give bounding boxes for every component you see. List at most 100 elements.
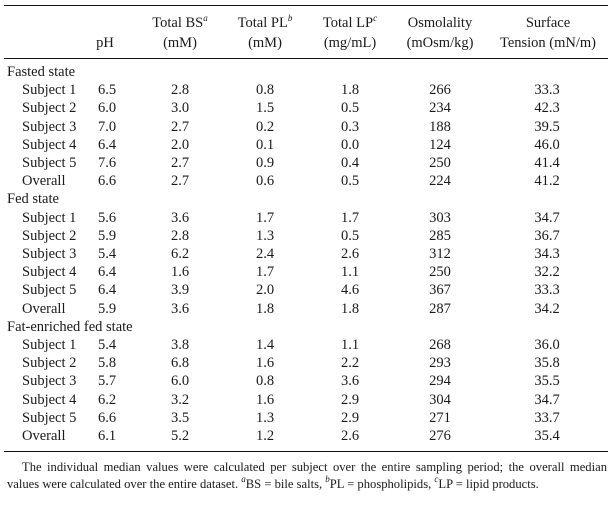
footnote-marker: a — [203, 13, 208, 23]
row-label: Subject 3 — [22, 118, 77, 135]
header-unit: (mg/mL) — [323, 35, 377, 51]
table-cell: 6.6 — [97, 409, 117, 426]
footnote-marker: b — [287, 13, 293, 23]
table-cell: 124 — [429, 136, 451, 153]
table-footnote: The individual median values were calcul… — [7, 459, 607, 492]
table-cell: 34.2 — [534, 300, 560, 317]
group-header-row: Fat-enriched fed state — [0, 318, 612, 336]
table-cell: 312 — [429, 246, 451, 262]
header-unit: (mOsm/kg) — [406, 35, 474, 51]
table-cell: 266 — [429, 82, 451, 99]
group-label: Fasted state — [7, 64, 76, 80]
table-cell: 35.8 — [534, 355, 560, 372]
table-row: Subject 4 6.2 3.2 1.6 2.9 304 34.7 — [0, 391, 612, 409]
table-cell: 41.2 — [534, 173, 560, 190]
table-cell: 4.6 — [340, 282, 360, 299]
table-cell: 1.1 — [340, 337, 360, 353]
table-cell: 0.5 — [340, 227, 360, 244]
row-label: Subject 1 — [22, 82, 77, 99]
footnote-marker: b — [325, 473, 330, 484]
table-cell: 42.3 — [534, 100, 560, 117]
table-cell: 39.5 — [534, 118, 560, 135]
table-cell: 6.2 — [97, 391, 117, 408]
table-cell: 1.6 — [170, 264, 190, 281]
table-row: Subject 5 7.6 2.7 0.9 0.4 250 41.4 — [0, 154, 612, 172]
bottom-rule — [4, 451, 608, 453]
table-cell: 1.7 — [255, 209, 275, 226]
header-rule — [4, 58, 608, 60]
table-row: Overall 5.9 3.6 1.8 1.8 287 34.2 — [0, 300, 612, 318]
table-cell: 0.0 — [340, 136, 360, 153]
table-row: Overall 6.1 5.2 1.2 2.6 276 35.4 — [0, 427, 612, 445]
table-cell: 1.6 — [255, 391, 275, 408]
table-cell: 0.2 — [255, 118, 275, 135]
table-cell: 3.0 — [170, 100, 190, 117]
footnote-definition: PL = phospholipids, — [329, 476, 435, 491]
table-cell: 2.8 — [170, 82, 190, 99]
table-cell: 3.5 — [170, 409, 190, 426]
header-total-pl: Total PLb (mM) — [225, 13, 305, 53]
table-cell: 2.6 — [340, 428, 360, 444]
table-cell: 2.6 — [340, 246, 360, 262]
table-cell: 6.4 — [97, 282, 117, 299]
table-cell: 5.8 — [97, 355, 117, 372]
table-cell: 5.9 — [97, 300, 117, 317]
table-cell: 2.9 — [340, 409, 360, 426]
table-cell: 2.8 — [170, 227, 190, 244]
row-label: Overall — [22, 428, 66, 444]
row-label: Subject 5 — [22, 155, 77, 171]
footnote-definition: BS = bile salts, — [245, 476, 326, 491]
table-cell: 234 — [429, 100, 451, 117]
table-cell: 7.0 — [97, 118, 117, 135]
row-label: Subject 5 — [22, 282, 77, 299]
table-cell: 6.4 — [97, 264, 117, 281]
row-label: Subject 2 — [22, 355, 77, 372]
table-cell: 5.2 — [170, 428, 190, 444]
table-cell: 1.3 — [255, 409, 275, 426]
table-cell: 35.4 — [534, 428, 560, 444]
table-cell: 6.0 — [97, 100, 117, 117]
table-cell: 250 — [429, 264, 451, 281]
table-cell: 1.7 — [255, 264, 275, 281]
row-label: Subject 1 — [22, 337, 77, 353]
header-unit: (mM) — [163, 35, 197, 51]
table-cell: 1.8 — [255, 300, 275, 317]
header-unit: (mM) — [248, 35, 282, 51]
table-cell: 0.9 — [255, 155, 275, 171]
table-row: Subject 2 6.0 3.0 1.5 0.5 234 42.3 — [0, 99, 612, 117]
table-cell: 0.4 — [340, 155, 360, 171]
table-cell: 5.4 — [97, 246, 117, 262]
table-cell: 5.4 — [97, 337, 117, 353]
table-cell: 3.6 — [170, 209, 190, 226]
table-cell: 0.1 — [255, 136, 275, 153]
table-cell: 2.4 — [255, 246, 275, 262]
header-surface-tension: Surface Tension (mN/m) — [488, 13, 608, 53]
table-cell: 294 — [429, 373, 451, 390]
table-cell: 268 — [429, 337, 451, 353]
header-osmolality: Osmolality (mOsm/kg) — [395, 13, 485, 53]
table-cell: 304 — [429, 391, 451, 408]
table-cell: 6.0 — [170, 373, 190, 390]
table-cell: 5.6 — [97, 209, 117, 226]
table-cell: 1.5 — [255, 100, 275, 117]
table-row: Subject 1 5.4 3.8 1.4 1.1 268 36.0 — [0, 336, 612, 354]
row-label: Subject 1 — [22, 209, 77, 226]
header-text: Total PL — [237, 15, 288, 31]
table-cell: 293 — [429, 355, 451, 372]
row-label: Subject 4 — [22, 264, 77, 281]
table-cell: 2.0 — [255, 282, 275, 299]
table-cell: 367 — [429, 282, 451, 299]
table-cell: 1.4 — [255, 337, 275, 353]
table-cell: 7.6 — [97, 155, 117, 171]
footnote-text: The individual median values were calcul… — [7, 460, 607, 491]
table-row: Overall 6.6 2.7 0.6 0.5 224 41.2 — [0, 172, 612, 190]
table-cell: 33.3 — [534, 282, 560, 299]
row-label: Subject 2 — [22, 227, 77, 244]
group-label: Fed state — [7, 191, 59, 208]
footnote-marker: c — [434, 473, 439, 484]
table-cell: 0.3 — [340, 118, 360, 135]
group-label: Fat-enriched fed state — [7, 318, 133, 335]
table-cell: 3.8 — [170, 337, 190, 353]
table-cell: 285 — [429, 227, 451, 244]
